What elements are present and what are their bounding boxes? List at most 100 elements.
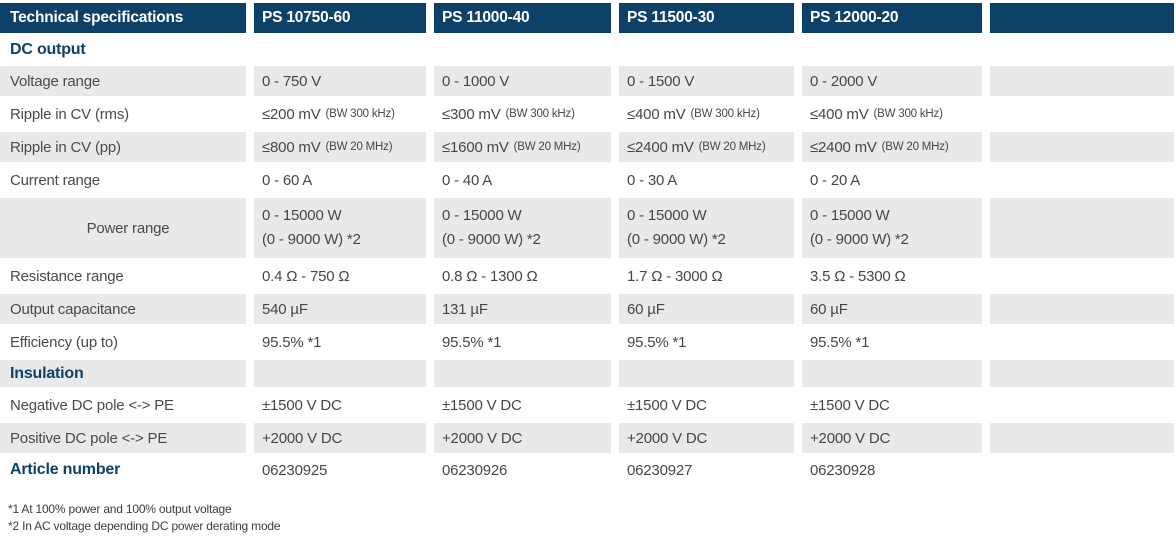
article-number-text: 06230926: [442, 461, 508, 479]
spec-value-text: 0.4 Ω - 750 Ω: [262, 267, 350, 285]
spec-value: ≤2400 mV (BW 20 MHz): [802, 132, 982, 162]
empty-cell: [990, 456, 1174, 484]
spec-value: ≤1600 mV (BW 20 MHz): [434, 132, 611, 162]
empty-cell: [434, 36, 611, 63]
spec-value-line2: (0 - 9000 W) *2: [810, 231, 909, 248]
empty-cell: [990, 390, 1174, 420]
row-label-text: Negative DC pole <-> PE: [10, 396, 174, 414]
spec-value: 0 - 15000 W (0 - 9000 W) *2: [254, 198, 426, 258]
spec-value-text: ≤400 mV: [810, 105, 869, 123]
footnotes: *1 At 100% power and 100% output voltage…: [0, 501, 1176, 535]
spec-value-text: ≤300 mV: [442, 105, 501, 123]
spec-value-text: +2000 V DC: [442, 429, 523, 447]
spec-value-text: ≤2400 mV: [627, 138, 694, 156]
table-header-row: Technical specifications PS 10750-60 PS …: [0, 3, 1174, 33]
spec-value-note: (BW 20 MHz): [513, 141, 581, 153]
spec-value: ≤400 mV (BW 300 kHz): [619, 99, 794, 129]
empty-cell: [990, 132, 1174, 162]
header-empty-cell: [990, 3, 1174, 33]
spec-value-note: (BW 300 kHz): [873, 108, 943, 120]
row-label-text: Positive DC pole <-> PE: [10, 429, 168, 447]
spec-value: 0 - 60 A: [254, 165, 426, 195]
spec-value: 0.8 Ω - 1300 Ω: [434, 261, 611, 291]
spec-value-text: +2000 V DC: [627, 429, 708, 447]
spec-value: 0.4 Ω - 750 Ω: [254, 261, 426, 291]
spec-value-text: 95.5% *1: [262, 333, 322, 351]
spec-value-text: 540 µF: [262, 300, 308, 318]
spec-value: +2000 V DC: [619, 423, 794, 453]
spec-value: ±1500 V DC: [434, 390, 611, 420]
section-title: DC output: [0, 36, 246, 63]
row-label: Power range: [0, 198, 246, 258]
empty-cell: [990, 360, 1174, 387]
spec-value-text: +2000 V DC: [262, 429, 343, 447]
article-number-text: 06230925: [262, 461, 328, 479]
spec-value-line2: (0 - 9000 W) *2: [442, 231, 541, 248]
article-number-value: 06230927: [619, 456, 794, 484]
spec-value: ±1500 V DC: [619, 390, 794, 420]
header-label: PS 12000-20: [810, 9, 899, 26]
row-label-text: Voltage range: [10, 72, 100, 90]
row-label-text: Resistance range: [10, 267, 124, 285]
spec-value: 1.7 Ω - 3000 Ω: [619, 261, 794, 291]
header-ps-11000-40: PS 11000-40: [434, 3, 611, 33]
table-row-article-number: Article number 06230925 06230926 0623092…: [0, 456, 1174, 484]
header-ps-11500-30: PS 11500-30: [619, 3, 794, 33]
spec-value: 95.5% *1: [619, 327, 794, 357]
spec-value-text: ≤2400 mV: [810, 138, 877, 156]
spec-value: ±1500 V DC: [802, 390, 982, 420]
spec-value-text: 0 - 2000 V: [810, 72, 878, 90]
spec-value: ≤200 mV (BW 300 kHz): [254, 99, 426, 129]
spec-value-line1: 0 - 15000 W: [442, 207, 522, 224]
spec-value-text: 0 - 40 A: [442, 171, 493, 189]
table-row-power-range: Power range 0 - 15000 W (0 - 9000 W) *2 0…: [0, 198, 1174, 258]
spec-value-text: ≤400 mV: [627, 105, 686, 123]
spec-value: 0 - 2000 V: [802, 66, 982, 96]
table-row-ripple-cv-rms: Ripple in CV (rms) ≤200 mV (BW 300 kHz) ≤…: [0, 99, 1174, 129]
row-label: Ripple in CV (pp): [0, 132, 246, 162]
spec-value: 0 - 15000 W (0 - 9000 W) *2: [619, 198, 794, 258]
spec-value: +2000 V DC: [802, 423, 982, 453]
empty-cell: [990, 294, 1174, 324]
spec-value-note: (BW 300 kHz): [505, 108, 575, 120]
section-title: Insulation: [0, 360, 246, 387]
spec-value: 60 µF: [802, 294, 982, 324]
header-label: PS 11500-30: [627, 9, 715, 26]
empty-cell: [802, 360, 982, 387]
table-row-efficiency: Efficiency (up to) 95.5% *1 95.5% *1 95.…: [0, 327, 1174, 357]
spec-value-text: 1.7 Ω - 3000 Ω: [627, 267, 723, 285]
spec-value-text: ≤1600 mV: [442, 138, 509, 156]
empty-cell: [434, 360, 611, 387]
spec-value-text: 0.8 Ω - 1300 Ω: [442, 267, 538, 285]
spec-value: 95.5% *1: [802, 327, 982, 357]
spec-value: 0 - 30 A: [619, 165, 794, 195]
empty-cell: [254, 360, 426, 387]
spec-value-note: (BW 300 kHz): [690, 108, 760, 120]
row-label-text: Output capacitance: [10, 300, 136, 318]
spec-value-line1: 0 - 15000 W: [627, 207, 707, 224]
spec-value-line1: 0 - 15000 W: [262, 207, 342, 224]
spec-value-text: 0 - 60 A: [262, 171, 313, 189]
spec-value-note: (BW 20 MHz): [325, 141, 393, 153]
table-row-current-range: Current range 0 - 60 A 0 - 40 A 0 - 30 A…: [0, 165, 1174, 195]
spec-value: ±1500 V DC: [254, 390, 426, 420]
article-number-text: 06230928: [810, 461, 876, 479]
empty-cell: [990, 36, 1174, 63]
footnote-1: *1 At 100% power and 100% output voltage: [8, 502, 232, 516]
row-label: Output capacitance: [0, 294, 246, 324]
empty-cell: [990, 261, 1174, 291]
table-row-ripple-cv-pp: Ripple in CV (pp) ≤800 mV (BW 20 MHz) ≤16…: [0, 132, 1174, 162]
row-label: Current range: [0, 165, 246, 195]
spec-value: 0 - 1500 V: [619, 66, 794, 96]
spec-value: 131 µF: [434, 294, 611, 324]
spec-value: 0 - 15000 W (0 - 9000 W) *2: [802, 198, 982, 258]
empty-cell: [990, 423, 1174, 453]
section-title-text: Insulation: [10, 364, 84, 382]
spec-value: +2000 V DC: [434, 423, 611, 453]
row-label: Negative DC pole <-> PE: [0, 390, 246, 420]
empty-cell: [619, 36, 794, 63]
empty-cell: [990, 99, 1174, 129]
empty-cell: [254, 36, 426, 63]
spec-value-text: 0 - 30 A: [627, 171, 678, 189]
technical-specifications-table: Technical specifications PS 10750-60 PS …: [0, 3, 1174, 484]
